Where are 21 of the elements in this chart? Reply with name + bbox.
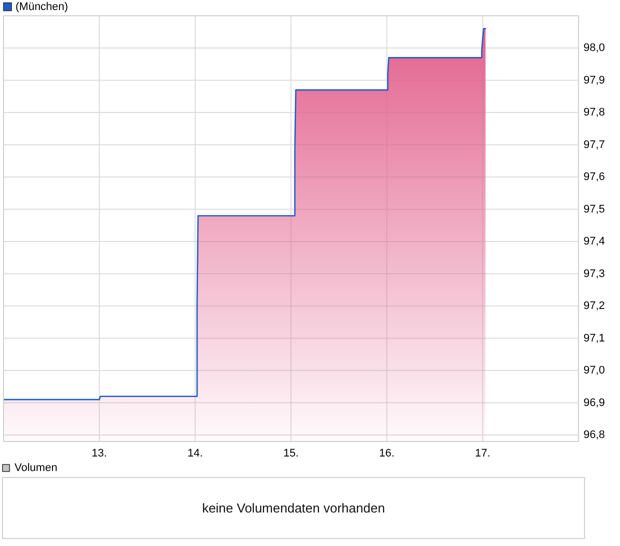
y-tick-label: 96,9: [584, 396, 605, 409]
x-tick-label: 14.: [188, 448, 203, 460]
y-tick-label: 97,9: [584, 74, 605, 86]
y-tick-label: 98,0: [584, 42, 605, 54]
y-tick-label: 97,6: [584, 171, 605, 184]
y-tick-label: 97,4: [584, 236, 605, 248]
x-tick-label: 13.: [92, 448, 107, 460]
text: Volumen: [14, 462, 58, 474]
x-tick-label: 16.: [379, 448, 394, 460]
y-tick-label: 97,8: [584, 106, 605, 119]
y-tick-label: 97,2: [584, 300, 605, 312]
legend-label: (München): [16, 0, 68, 13]
y-tick-label: 97,5: [584, 203, 605, 216]
y-tick-label: 97,7: [584, 138, 605, 151]
y-tick-label: 97,3: [584, 268, 605, 280]
y-tick-label: 96,8: [584, 429, 605, 442]
y-tick-label: 97,1: [584, 332, 605, 344]
text: keine Volumendaten vorhanden: [202, 500, 385, 516]
y-tick-label: 97,0: [584, 364, 605, 377]
x-tick-label: 15.: [283, 448, 299, 460]
x-tick-label: 17.: [475, 448, 490, 460]
